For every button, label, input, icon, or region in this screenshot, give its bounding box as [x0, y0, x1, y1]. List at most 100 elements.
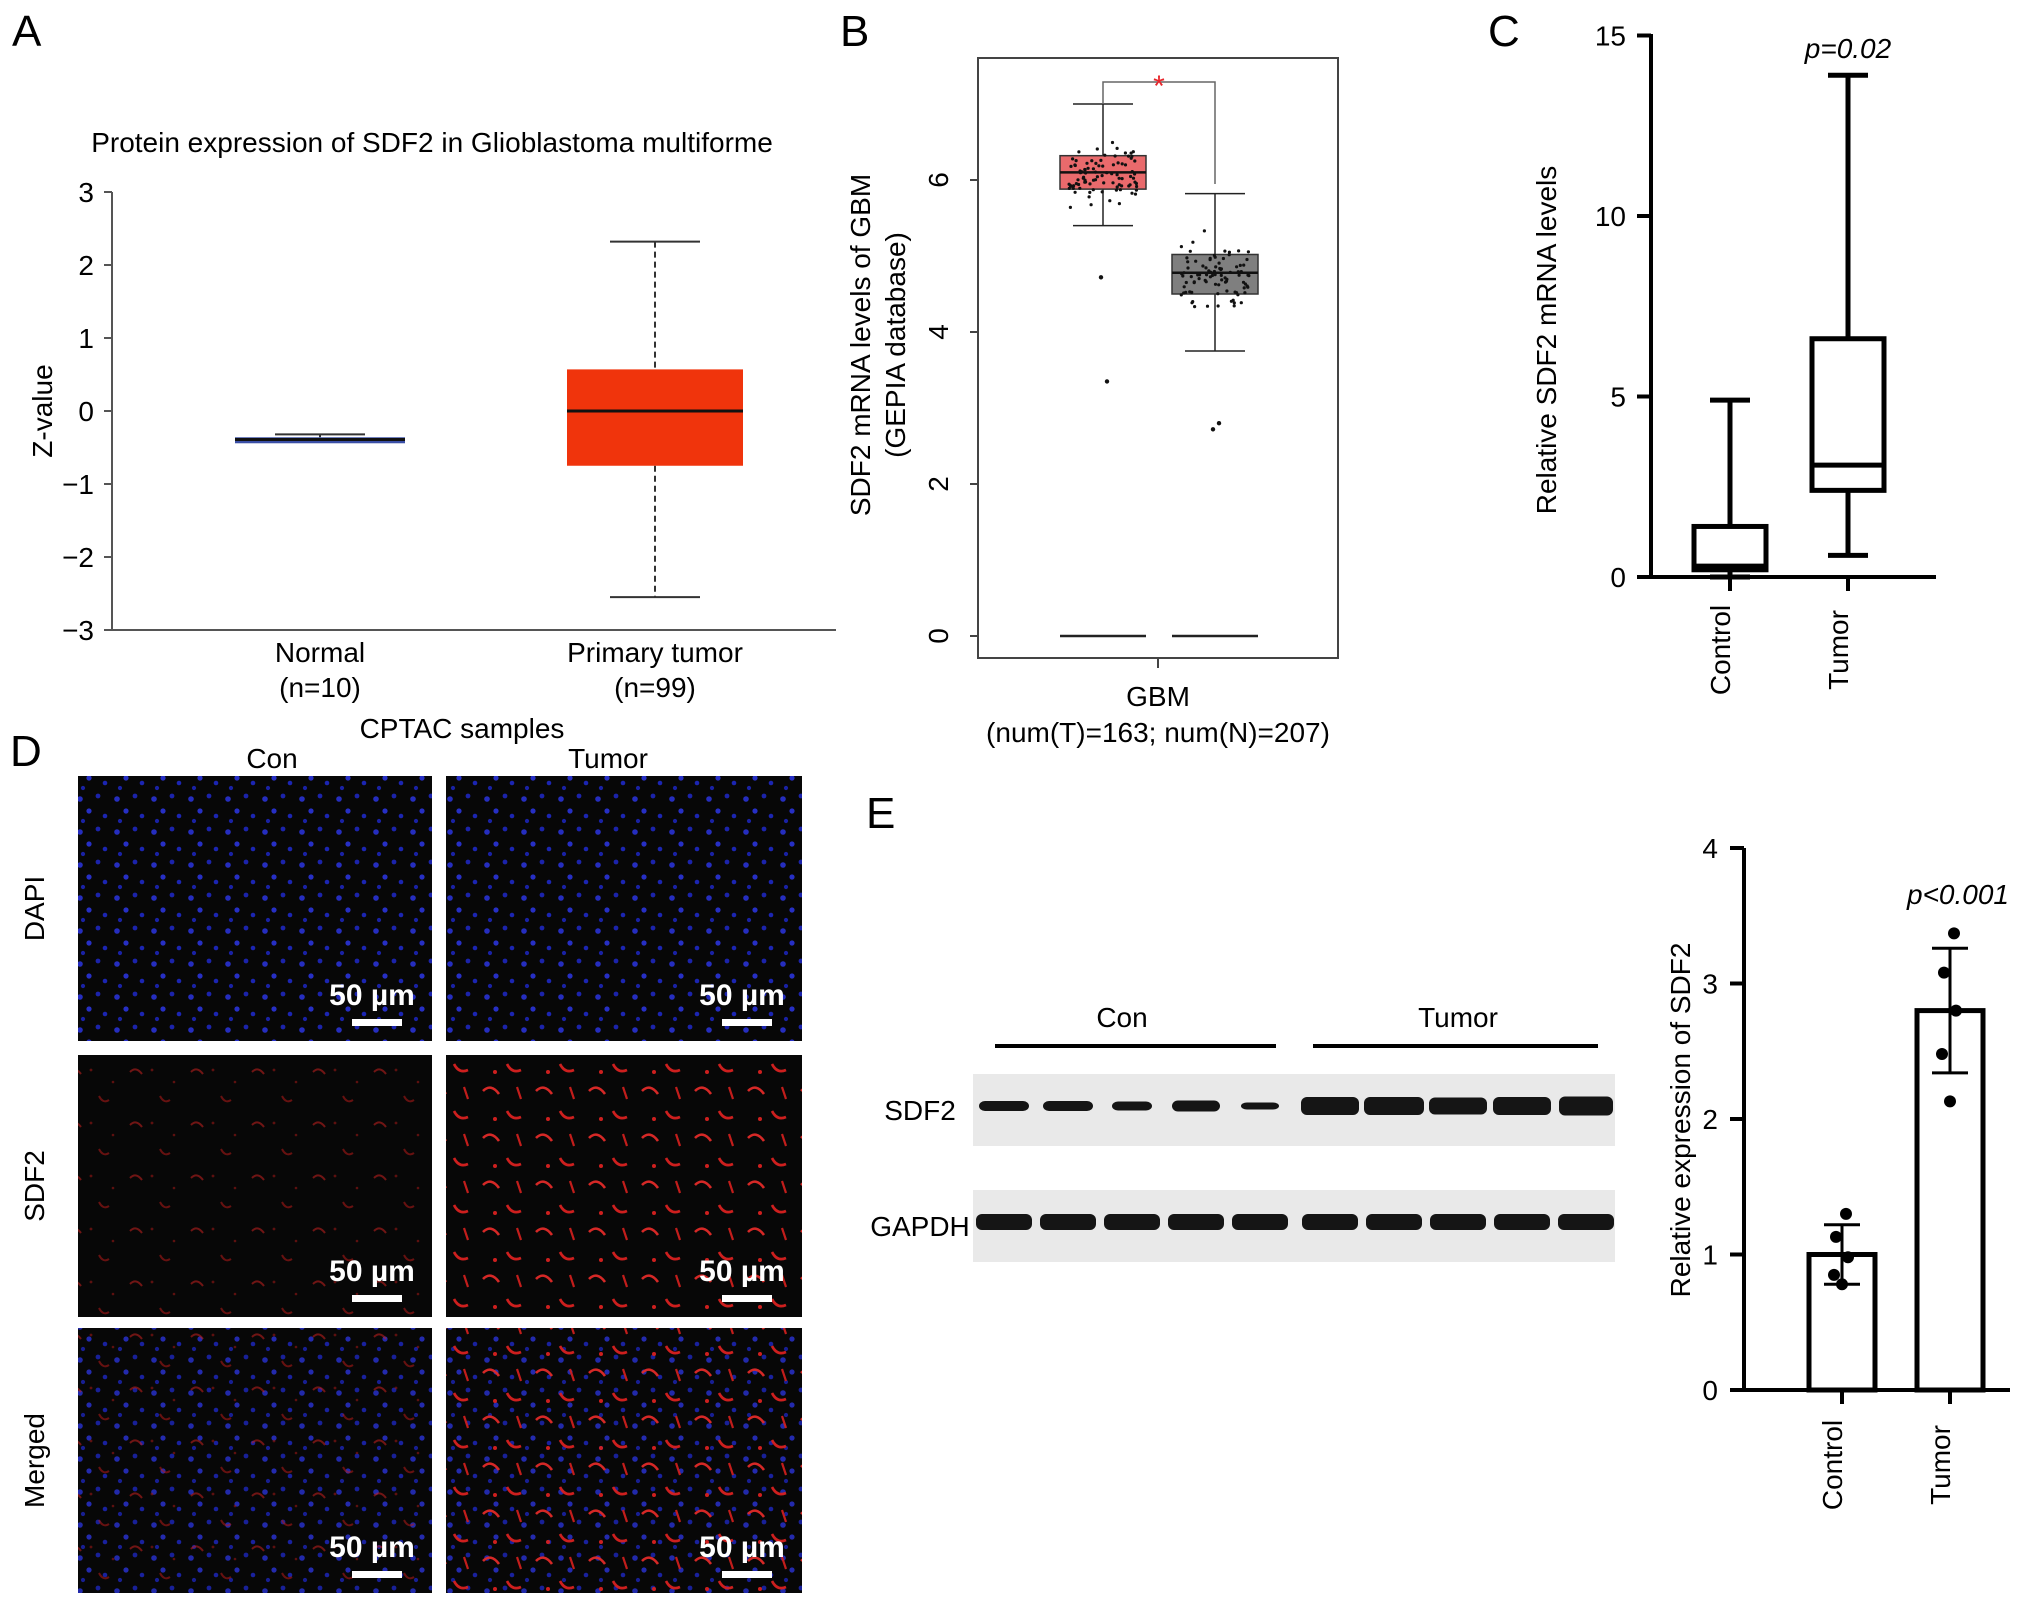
blot-band [979, 1101, 1029, 1111]
jitter-point [1078, 169, 1082, 173]
y-tick-label: 10 [1595, 201, 1626, 232]
jitter-point [1120, 162, 1124, 166]
jitter-point [1236, 270, 1240, 274]
jitter-point [1188, 249, 1192, 253]
jitter-point [1117, 183, 1121, 187]
significance-bracket [1102, 81, 1216, 184]
jitter-point [1202, 229, 1206, 233]
jitter-point [1197, 277, 1201, 281]
jitter-point [1073, 190, 1077, 194]
jitter-point [1095, 147, 1099, 151]
jitter-point [1239, 301, 1243, 305]
jitter-point [1088, 190, 1092, 194]
blot-band [1429, 1097, 1487, 1115]
jitter-point [1083, 180, 1087, 184]
jitter-point [1217, 283, 1221, 287]
data-point [1828, 1268, 1840, 1281]
jitter-point [1091, 188, 1095, 192]
blot-band [1241, 1102, 1279, 1110]
jitter-point [1099, 158, 1103, 162]
jitter-point [1088, 182, 1092, 186]
jitter-point [1212, 269, 1216, 274]
scale-bar [722, 1295, 772, 1302]
jitter-point [1242, 263, 1246, 267]
blot-group-con: Con [1096, 1002, 1147, 1033]
scale-bar [722, 1019, 772, 1026]
jitter-point [1110, 172, 1114, 176]
y-tick-label: 0 [78, 396, 94, 427]
blot-band [1366, 1214, 1422, 1230]
blot-band [1493, 1097, 1551, 1115]
jitter-point [1103, 153, 1107, 157]
blot-band [1040, 1214, 1096, 1230]
jitter-point [1120, 177, 1124, 181]
x-axis-label: GBM [1126, 681, 1190, 712]
jitter-point [1126, 154, 1131, 158]
jitter-point [1216, 304, 1220, 308]
jitter-point [1212, 253, 1216, 257]
y-tick-label: 5 [1610, 382, 1626, 413]
blot-band [1302, 1214, 1358, 1230]
scale-bar-label: 50 µm [329, 979, 415, 1012]
p-value: p=0.02 [1804, 33, 1892, 64]
y-tick-label: −1 [62, 469, 94, 500]
jitter-point [1094, 161, 1098, 165]
jitter-point [1131, 176, 1136, 180]
jitter-point [1204, 266, 1208, 270]
y-tick-label: −3 [62, 615, 94, 646]
data-point [1842, 1251, 1854, 1264]
x-category-label: Control [1817, 1420, 1848, 1510]
blot-band [1494, 1214, 1550, 1230]
jitter-point [1115, 185, 1119, 189]
blot-band [1172, 1100, 1220, 1112]
jitter-point [1110, 140, 1115, 145]
y-tick-label: 0 [1610, 562, 1626, 593]
outlier-point [1216, 421, 1222, 426]
jitter-point [1213, 273, 1217, 277]
jitter-point [1090, 159, 1094, 163]
y-tick-label: 6 [923, 172, 954, 188]
jitter-point [1184, 290, 1188, 294]
blot-band [1168, 1214, 1224, 1230]
scale-bar [722, 1571, 772, 1578]
panel-label: C [1488, 7, 1520, 56]
y-tick-label: 2 [923, 476, 954, 492]
jitter-point [1123, 163, 1128, 167]
x-category-label: Primary tumor [567, 637, 743, 668]
jitter-point [1108, 199, 1112, 203]
chart-title: Protein expression of SDF2 in Glioblasto… [91, 127, 773, 158]
y-tick-label: 1 [1702, 1240, 1718, 1271]
box-control [1691, 523, 1769, 573]
column-label-tumor: Tumor [568, 743, 648, 774]
y-tick-label: 0 [1702, 1375, 1718, 1406]
data-point [1936, 1047, 1948, 1060]
jitter-point [1130, 154, 1134, 158]
jitter-point [1239, 270, 1243, 274]
scale-bar [352, 1295, 402, 1302]
jitter-point [1201, 264, 1205, 268]
sdf2-overlay [78, 1055, 432, 1317]
row-label-sdf2: SDF2 [19, 1150, 50, 1222]
jitter-point [1100, 174, 1104, 178]
jitter-point [1232, 304, 1236, 308]
jitter-point [1216, 292, 1220, 296]
data-point [1938, 966, 1950, 979]
outlier-point [1104, 379, 1110, 384]
jitter-point [1077, 150, 1081, 154]
jitter-point [1134, 181, 1138, 186]
plot-frame [977, 57, 1339, 659]
y-axis-label: Relative expression of SDF2 [1665, 943, 1696, 1298]
x-category-label: Tumor [1925, 1425, 1956, 1505]
p-value: p<0.001 [1906, 879, 2009, 910]
jitter-point [1207, 269, 1211, 273]
y-tick-label: 1 [78, 323, 94, 354]
jitter-point [1225, 289, 1229, 293]
panel-e: E Con Tumor SDF2 GAPDH Relative expression of… [866, 789, 2010, 1510]
blot-band [1104, 1214, 1160, 1230]
blot-band [1301, 1097, 1359, 1115]
jitter-point [1223, 249, 1227, 253]
panel-b: B SDF2 mRNA levels of GBM (GEPIA database)… [840, 7, 1339, 748]
jitter-point [1227, 250, 1231, 254]
panel-label: E [866, 789, 895, 838]
